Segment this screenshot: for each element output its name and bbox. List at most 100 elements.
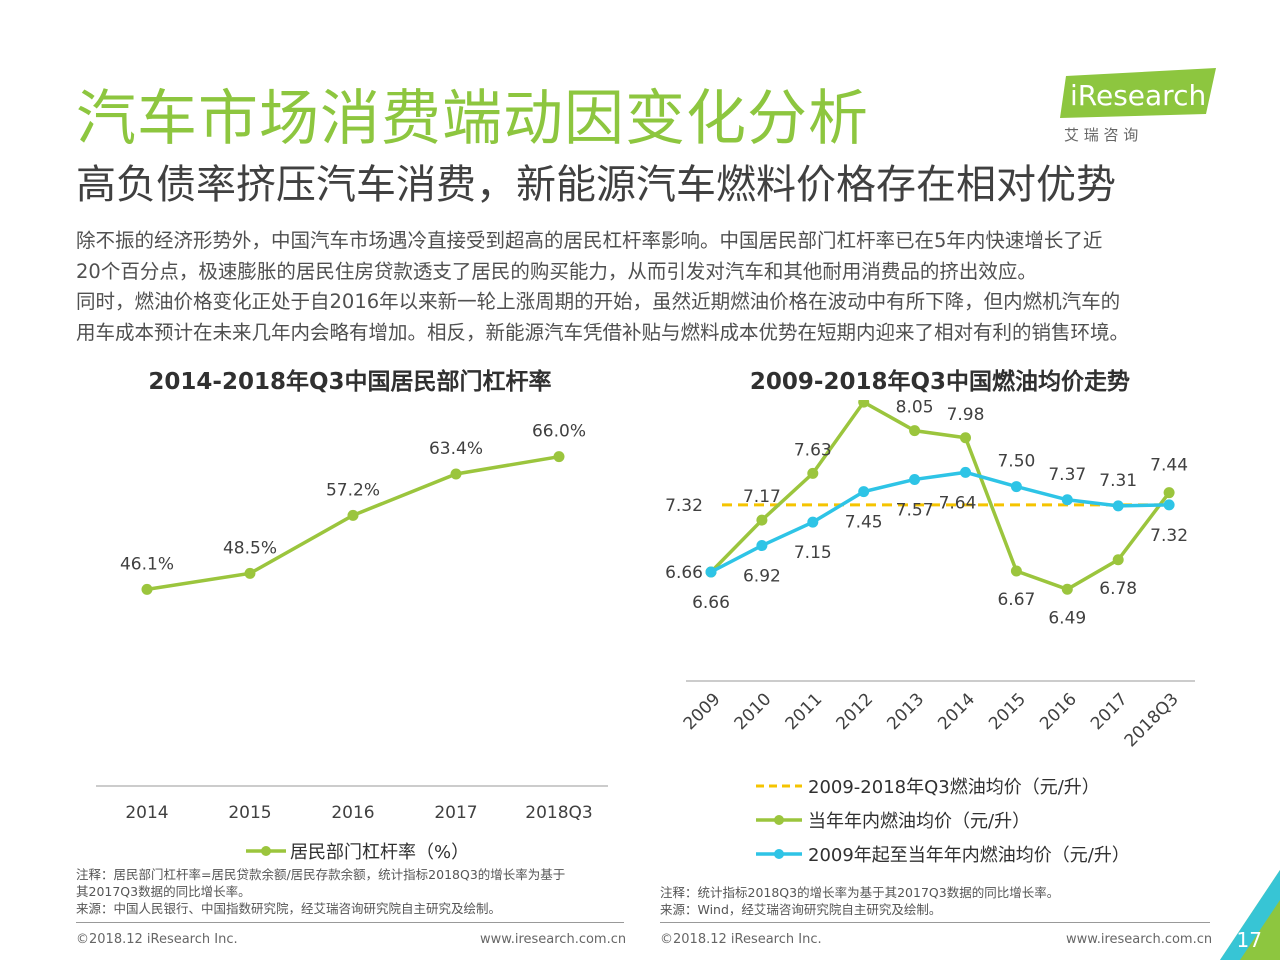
x-tick-label: 2015	[228, 803, 271, 823]
data-point	[807, 467, 819, 479]
data-label: 57.2%	[326, 480, 380, 500]
data-label: 7.57	[896, 500, 934, 520]
data-point	[960, 466, 971, 478]
x-tick-label: 2014	[125, 803, 168, 823]
legend-label: 居民部门杠杆率（%）	[290, 842, 469, 863]
data-label: 6.92	[743, 567, 781, 587]
data-point	[756, 514, 768, 526]
data-point	[807, 516, 819, 528]
x-tick-label: 2014	[934, 689, 979, 734]
data-label: 7.50	[997, 452, 1035, 472]
series-line	[146, 454, 560, 592]
x-tick-label: 2009	[680, 689, 725, 734]
data-label: 7.63	[794, 440, 832, 460]
data-label: 6.66	[665, 563, 703, 583]
x-tick-label: 2018Q3	[1121, 689, 1183, 751]
data-point	[347, 509, 359, 521]
data-point	[244, 567, 256, 579]
legend-label: 2009-2018年Q3燃油均价（元/升）	[808, 777, 1100, 798]
data-point	[1010, 481, 1022, 493]
note-line: 注释：居民部门杠杆率=居民贷款余额/居民存款余额，统计指标2018Q3的增长率为…	[76, 867, 566, 882]
copyright: ©2018.12 iResearch Inc.	[660, 932, 822, 947]
data-point	[909, 473, 921, 485]
note-line: 来源：中国人民银行、中国指数研究院，经艾瑞咨询研究院自主研究及绘制。	[76, 901, 502, 916]
x-tick-label: 2015	[985, 689, 1030, 734]
x-tick-label: 2010	[731, 689, 776, 734]
legend-label: 当年年内燃油均价（元/升）	[808, 811, 1030, 832]
data-point	[553, 451, 565, 463]
data-label: 7.15	[794, 543, 832, 563]
data-point	[1061, 494, 1073, 506]
data-point	[450, 468, 462, 480]
body-line: 同时，燃油价格变化正处于自2016年以来新一轮上涨周期的开始，虽然近期燃油价格在…	[76, 290, 1121, 313]
page-subtitle: 高负债率挤压汽车消费，新能源汽车燃料价格存在相对优势	[76, 162, 1116, 208]
data-point	[1061, 583, 1073, 595]
footer-divider	[76, 922, 624, 923]
body-line: 用车成本预计在未来几年内会略有增加。相反，新能源汽车凭借补贴与燃料成本优势在短期…	[76, 320, 1130, 344]
data-point	[858, 400, 870, 408]
data-label: 7.32	[1150, 526, 1188, 546]
x-tick-label: 2018Q3	[525, 803, 592, 823]
x-tick-label: 2011	[782, 689, 827, 734]
website-link[interactable]: www.iresearch.com.cn	[1066, 932, 1213, 947]
data-label: 63.4%	[429, 439, 483, 459]
page-title: 汽车市场消费端动因变化分析	[76, 84, 869, 154]
data-label: 6.49	[1048, 608, 1086, 628]
data-point	[1163, 499, 1175, 511]
data-label: 6.67	[997, 590, 1035, 610]
x-tick-label: 2016	[331, 803, 374, 823]
data-point	[1112, 500, 1124, 512]
note-line: 注释：统计指标2018Q3的增长率为基于其2017Q3数据的同比增长率。	[660, 885, 1060, 900]
data-label: 7.31	[1099, 471, 1137, 491]
data-point	[1163, 487, 1175, 499]
corner-stripe	[1220, 870, 1280, 960]
leverage-line-chart: 46.1% 48.5% 57.2% 63.4% 66.0% 2014 2015 2016 201…	[96, 422, 608, 863]
data-label: 6.78	[1099, 579, 1137, 599]
legend-marker	[774, 815, 784, 825]
iresearch-logo: iResearch 艾 瑞 咨 询	[1060, 68, 1216, 144]
data-label: 8.05	[896, 400, 934, 418]
data-label: 7.37	[1048, 465, 1086, 485]
data-point	[858, 486, 870, 498]
chart-title-fuel: 2009-2018年Q3中国燃油均价走势	[749, 369, 1131, 395]
series-line-cumulative	[710, 470, 1170, 574]
corner-decoration	[1220, 870, 1280, 960]
logo-cn: 艾 瑞 咨 询	[1064, 126, 1138, 144]
data-label: 7.64	[939, 493, 977, 513]
body-line: 除不振的经济形势外，中国汽车市场遇冷直接受到超高的居民杠杆率影响。中国居民部门杠…	[76, 229, 1103, 252]
series-line-yearly	[709, 400, 1171, 592]
data-label: 6.66	[692, 593, 730, 613]
x-tick-label: 2013	[883, 689, 928, 734]
x-tick-label: 2017	[434, 803, 477, 823]
data-point	[705, 566, 717, 578]
legend-marker	[261, 846, 271, 856]
right-notes: 注释：统计指标2018Q3的增长率为基于其2017Q3数据的同比增长率。 来源：…	[660, 884, 1059, 918]
page-number: 17	[1236, 928, 1262, 952]
logo-badge	[1060, 68, 1216, 118]
footer-divider	[660, 922, 1210, 923]
left-notes: 注释：居民部门杠杆率=居民贷款余额/居民存款余额，统计指标2018Q3的增长率为…	[76, 866, 565, 917]
logo-brand: iResearch	[1070, 79, 1206, 112]
data-label: 7.44	[1150, 456, 1188, 476]
data-point	[1112, 554, 1124, 566]
body-paragraph: 除不振的经济形势外，中国汽车市场遇冷直接受到超高的居民杠杆率影响。中国居民部门杠…	[76, 226, 1246, 348]
website-link[interactable]: www.iresearch.com.cn	[480, 932, 627, 947]
legend-marker	[774, 849, 784, 859]
data-point	[141, 583, 153, 595]
data-label: 48.5%	[223, 538, 277, 558]
data-point	[909, 425, 921, 437]
data-label: 46.1%	[120, 554, 174, 574]
data-label: 7.98	[947, 405, 985, 425]
data-point	[1010, 565, 1022, 577]
note-line: 其2017Q3数据的同比增长率。	[76, 884, 251, 899]
fuel-price-line-chart: 7.326.667.177.638.338.057.986.676.496.78…	[665, 400, 1195, 866]
x-tick-label: 2016	[1036, 689, 1081, 734]
data-label: 7.17	[743, 487, 781, 507]
data-label: 66.0%	[532, 422, 586, 442]
x-tick-label: 2012	[833, 689, 878, 734]
chart-title-leverage: 2014-2018年Q3中国居民部门杠杆率	[148, 369, 552, 395]
copyright: ©2018.12 iResearch Inc.	[76, 932, 238, 947]
average-label: 7.32	[665, 496, 703, 516]
body-line: 20个百分点，极速膨胀的居民住房贷款透支了居民的购买能力，从而引发对汽车和其他耐…	[76, 259, 1037, 283]
note-line: 来源：Wind，经艾瑞咨询研究院自主研究及绘制。	[660, 902, 942, 917]
